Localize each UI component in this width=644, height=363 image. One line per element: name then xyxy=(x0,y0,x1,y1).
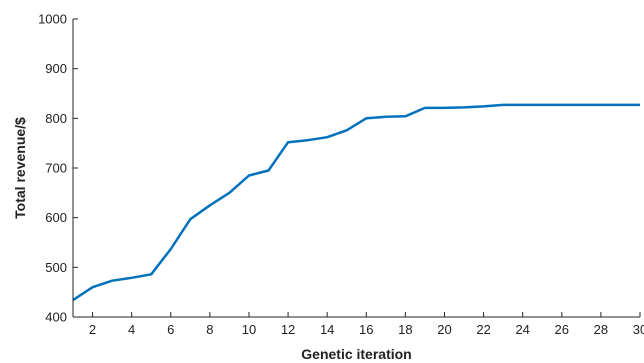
x-tick-label: 30 xyxy=(633,322,644,337)
x-tick-label: 10 xyxy=(242,322,256,337)
y-ticks: 400 500 600 700 800 900 1000 xyxy=(38,12,78,325)
x-tick-label: 8 xyxy=(206,322,213,337)
y-tick-label: 900 xyxy=(45,61,67,76)
y-tick-label: 400 xyxy=(45,310,67,325)
y-tick-label: 500 xyxy=(45,260,67,275)
x-axis-title: Genetic iteration xyxy=(301,346,411,362)
x-tick-label: 26 xyxy=(555,322,569,337)
y-tick-label: 1000 xyxy=(38,12,67,27)
x-tick-label: 28 xyxy=(594,322,608,337)
x-tick-label: 12 xyxy=(281,322,295,337)
series-line xyxy=(72,103,640,302)
y-axis-title: Total revenue/$ xyxy=(12,117,28,219)
x-tick-label: 4 xyxy=(128,322,135,337)
x-tick-label: 14 xyxy=(320,322,334,337)
y-tick-label: 800 xyxy=(45,111,67,126)
x-tick-label: 16 xyxy=(359,322,373,337)
x-tick-label: 22 xyxy=(476,322,490,337)
x-tick-label: 2 xyxy=(89,322,96,337)
x-tick-label: 20 xyxy=(437,322,451,337)
y-tick-label: 700 xyxy=(45,161,67,176)
x-tick-label: 18 xyxy=(398,322,412,337)
x-ticks: 2 4 6 8 10 12 14 16 18 20 22 24 26 28 30 xyxy=(89,312,644,337)
y-tick-label: 600 xyxy=(45,210,67,225)
x-tick-label: 6 xyxy=(167,322,174,337)
x-tick-label: 24 xyxy=(515,322,529,337)
plot-area xyxy=(72,103,640,302)
